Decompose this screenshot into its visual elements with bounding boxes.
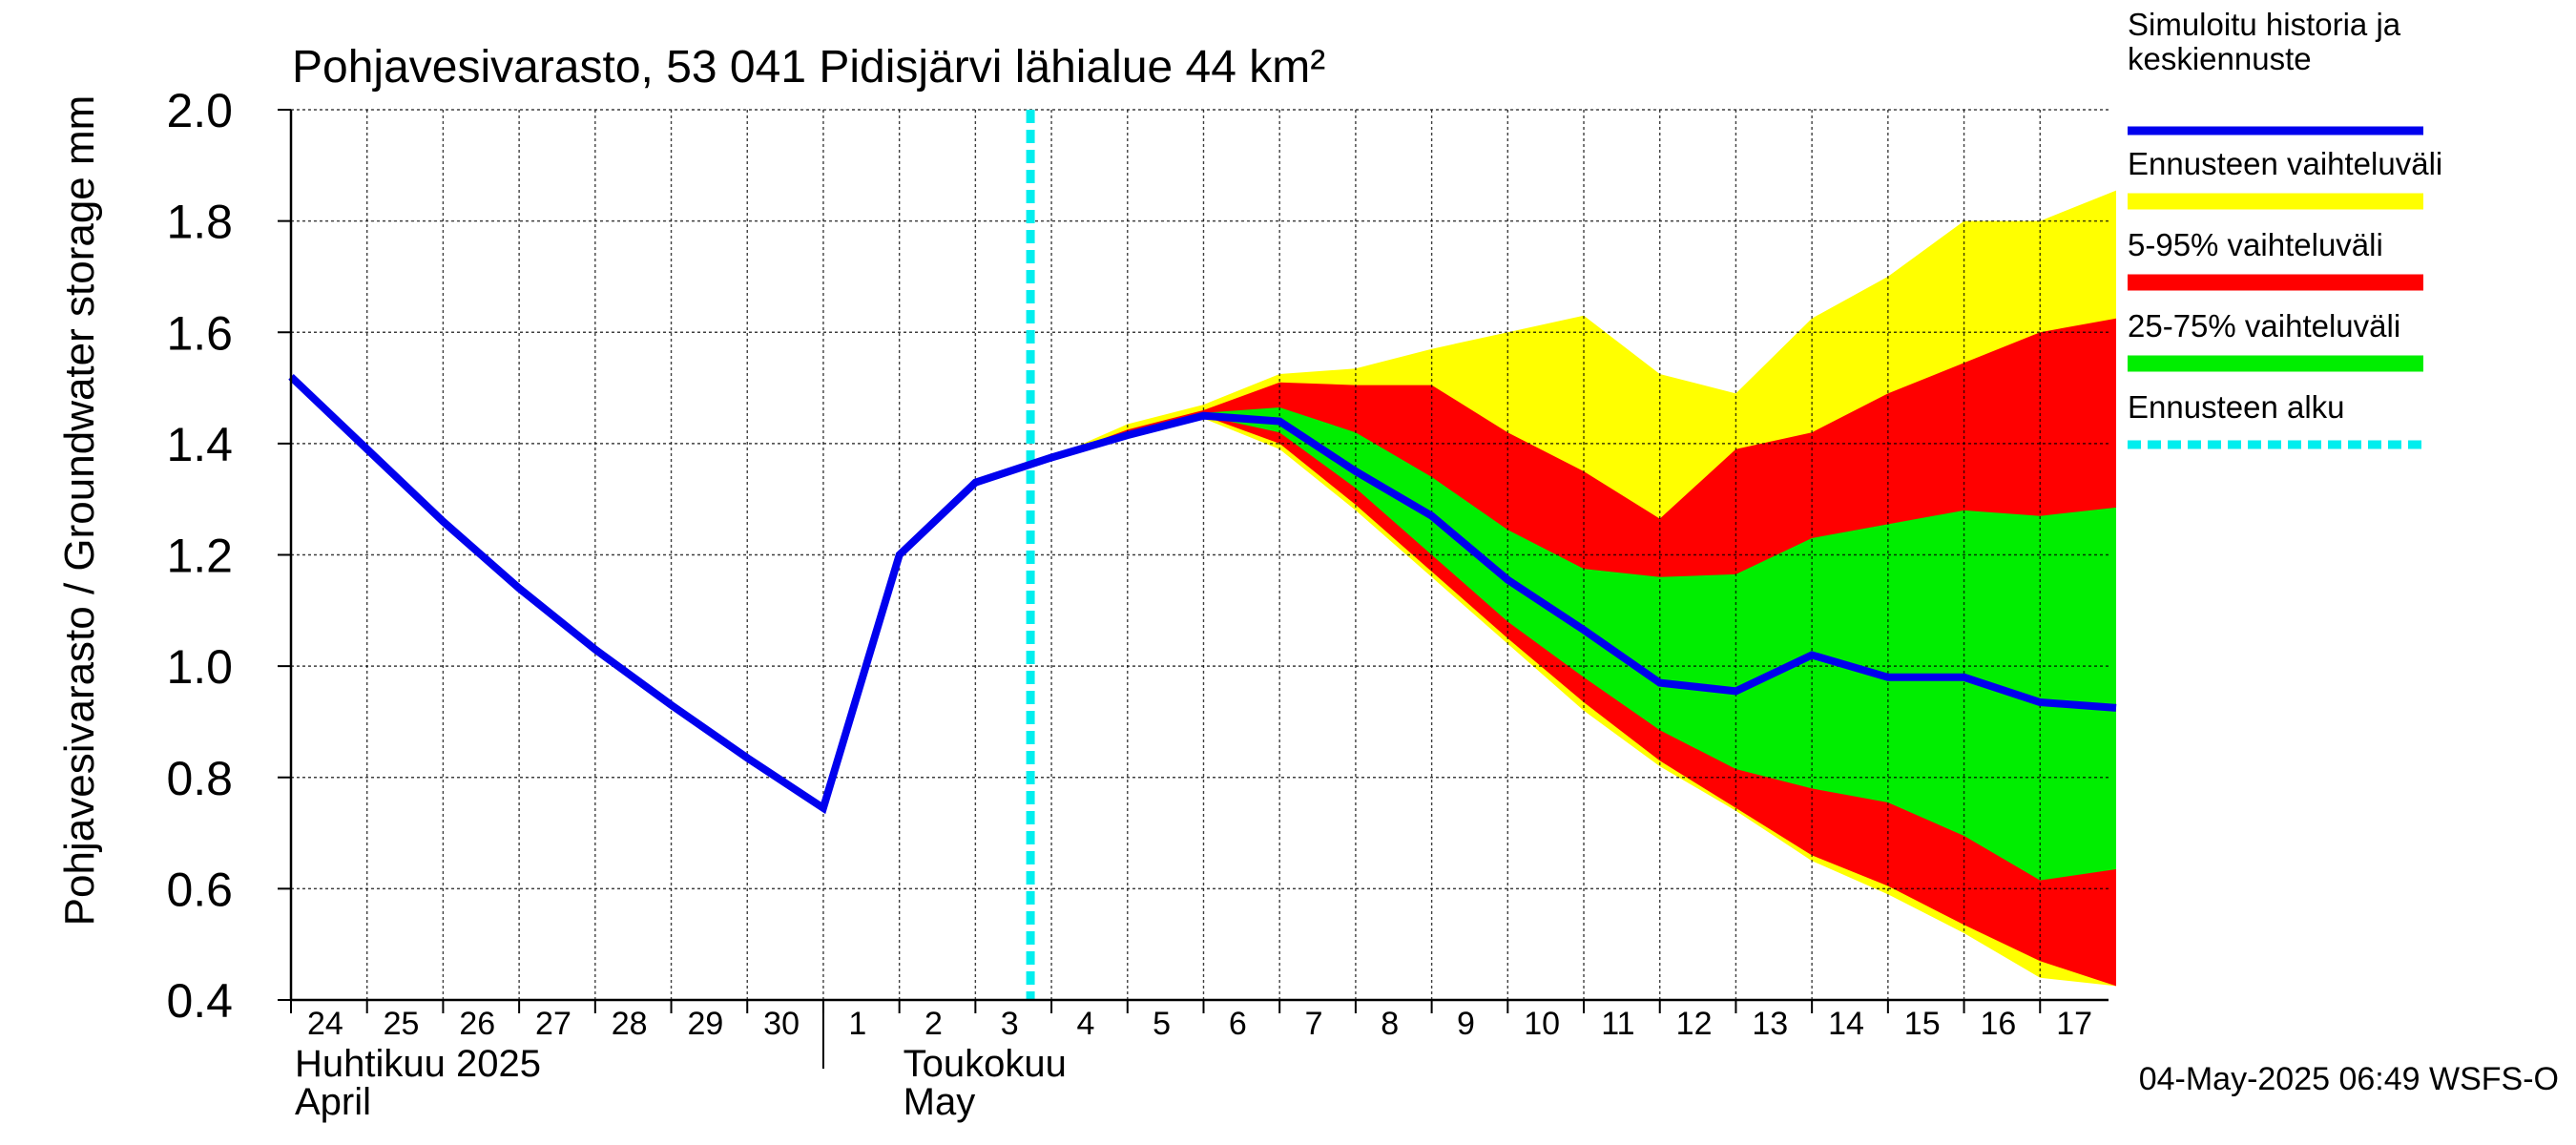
- x-tick-label: 25: [384, 1006, 420, 1042]
- x-tick-label: 2: [924, 1006, 943, 1042]
- month-label-fi: Toukokuu: [904, 1043, 1067, 1085]
- legend-label: Ennusteen vaihteluväli: [2128, 146, 2442, 181]
- x-tick-label: 1: [848, 1006, 866, 1042]
- legend-label: Simuloitu historia ja: [2128, 7, 2401, 42]
- plot-frame: [289, 110, 2109, 1002]
- y-tick-label: 1.0: [166, 640, 233, 694]
- legend-label: 25-75% vaihteluväli: [2128, 308, 2400, 344]
- y-axis-label: Pohjavesivarasto / Groundwater storage m…: [56, 95, 103, 926]
- x-tick-label: 26: [459, 1006, 495, 1042]
- x-tick-label: 3: [1001, 1006, 1019, 1042]
- x-tick-label: 29: [687, 1006, 723, 1042]
- y-tick-labels: 0.4 0.6 0.8 1.0 1.2 1.4 1.6 1.8 2.0: [166, 84, 233, 1028]
- month-label-en: May: [904, 1081, 976, 1123]
- y-tick-label: 1.2: [166, 530, 233, 583]
- x-tick-label: 5: [1153, 1006, 1171, 1042]
- x-tick-label: 14: [1828, 1006, 1864, 1042]
- legend-label: 5-95% vaihteluväli: [2128, 227, 2383, 262]
- x-tick-label: 10: [1524, 1006, 1560, 1042]
- x-tick-label: 30: [763, 1006, 800, 1042]
- x-tick-label: 8: [1381, 1006, 1399, 1042]
- x-tick-label: 16: [1980, 1006, 2016, 1042]
- x-tick-label: 13: [1752, 1006, 1788, 1042]
- y-tick-label: 2.0: [166, 84, 233, 137]
- x-tick-label: 27: [535, 1006, 571, 1042]
- legend-label: keskiennuste: [2128, 41, 2312, 76]
- month-label-en: April: [295, 1081, 371, 1123]
- axis-ticks: [278, 109, 2042, 1069]
- y-tick-label: 0.6: [166, 863, 233, 916]
- y-tick-label: 0.8: [166, 752, 233, 805]
- y-tick-label: 0.4: [166, 974, 233, 1028]
- x-tick-label: 28: [612, 1006, 648, 1042]
- x-tick-labels: 24 25 26 27 28 29 30 1 2 3 4 5 6 7 8 9 10 11 12 13 14 15 16 17: [307, 1006, 2092, 1042]
- x-tick-label: 6: [1229, 1006, 1247, 1042]
- series-line-simuloitu: [288, 374, 2117, 815]
- legend-label: Ennusteen alku: [2128, 389, 2345, 425]
- x-tick-label: 12: [1676, 1006, 1713, 1042]
- x-tick-label: 9: [1457, 1006, 1475, 1042]
- x-tick-label: 15: [1904, 1006, 1941, 1042]
- series-lines: [288, 374, 2117, 815]
- x-tick-label: 4: [1076, 1006, 1094, 1042]
- x-tick-label: 7: [1305, 1006, 1323, 1042]
- timestamp: 04-May-2025 06:49 WSFS-O: [2139, 1061, 2559, 1097]
- chart-title: Pohjavesivarasto, 53 041 Pidisjärvi lähi…: [292, 42, 1325, 93]
- y-tick-label: 1.6: [166, 306, 233, 360]
- x-tick-label: 17: [2056, 1006, 2092, 1042]
- x-tick-label: 11: [1601, 1006, 1634, 1042]
- y-tick-label: 1.4: [166, 418, 233, 471]
- y-tick-label: 1.8: [166, 196, 233, 249]
- month-label-fi: Huhtikuu 2025: [295, 1043, 541, 1085]
- x-tick-label: 24: [307, 1006, 343, 1042]
